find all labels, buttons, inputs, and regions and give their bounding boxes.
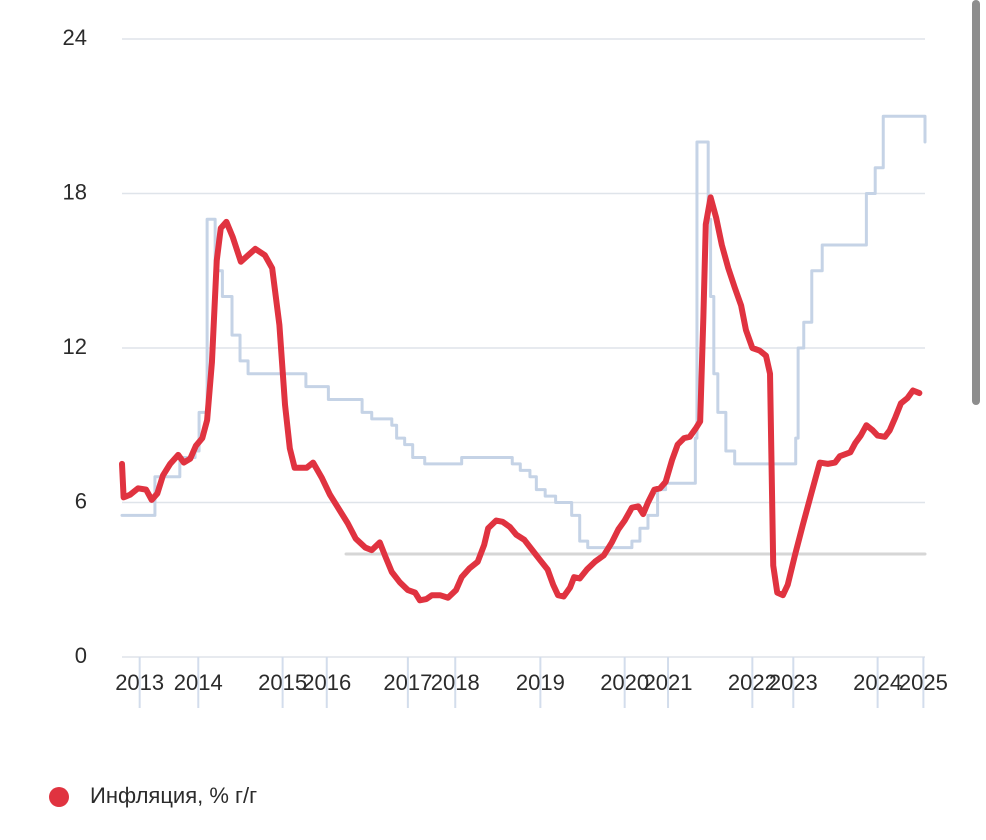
y-tick-label: 24 (63, 25, 87, 50)
y-tick-label: 0 (75, 643, 87, 668)
y-tick-label: 12 (63, 334, 87, 359)
x-tick-label: 2015 (258, 670, 307, 695)
x-tick-label: 2024 (853, 670, 902, 695)
x-tick-label: 2025 (899, 670, 948, 695)
x-tick-label: 2019 (516, 670, 565, 695)
x-tick-label: 2018 (431, 670, 480, 695)
x-tick-label: 2021 (644, 670, 693, 695)
x-tick-label: 2016 (302, 670, 351, 695)
legend-marker (49, 787, 69, 807)
x-tick-label: 2023 (769, 670, 818, 695)
y-tick-label: 6 (75, 488, 87, 513)
x-tick-label: 2020 (600, 670, 649, 695)
x-tick-label: 2014 (174, 670, 223, 695)
series-line (119, 194, 923, 604)
y-tick-label: 18 (63, 179, 87, 204)
legend-label: Инфляция, % г/г (90, 783, 257, 808)
scrollbar[interactable] (972, 0, 980, 405)
x-tick-label: 2017 (383, 670, 432, 695)
series-line (120, 114, 927, 550)
x-tick-label: 2022 (728, 670, 777, 695)
x-tick-label: 2013 (115, 670, 164, 695)
